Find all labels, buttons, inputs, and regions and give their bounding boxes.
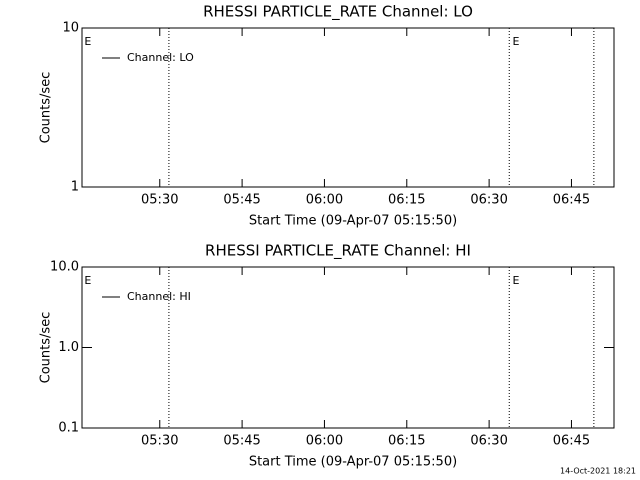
annotation: E (513, 35, 520, 48)
timestamp: 14-Oct-2021 18:21 (560, 467, 636, 476)
annotation: E (513, 274, 520, 287)
y-tick-label: 0.1 (58, 421, 79, 436)
x-tick-label: 06:00 (306, 434, 343, 449)
x-tick-label: 06:45 (553, 193, 590, 208)
y-axis-label: Counts/sec (39, 72, 54, 144)
x-tick-label: 06:15 (388, 434, 425, 449)
annotation: E (84, 274, 91, 287)
x-tick-label: 05:30 (141, 193, 178, 208)
x-tick-label: 06:30 (470, 434, 507, 449)
x-tick-label: 05:30 (141, 434, 178, 449)
x-tick-label: 06:30 (470, 193, 507, 208)
y-axis-label: Counts/sec (39, 312, 54, 384)
x-axis-label: Start Time (09-Apr-07 05:15:50) (249, 214, 457, 229)
y-tick-label: 10.0 (50, 260, 79, 275)
annotation: E (84, 35, 91, 48)
x-tick-label: 05:45 (223, 434, 260, 449)
x-axis-label: Start Time (09-Apr-07 05:15:50) (249, 455, 457, 470)
chart-title: RHESSI PARTICLE_RATE Channel: HI (205, 242, 471, 261)
legend-label: Channel: LO (127, 51, 194, 64)
x-tick-label: 06:15 (388, 193, 425, 208)
plot-frame (81, 27, 615, 188)
chart-title: RHESSI PARTICLE_RATE Channel: LO (203, 3, 473, 22)
y-tick-label: 1 (71, 180, 79, 195)
x-tick-label: 06:45 (553, 434, 590, 449)
x-tick-label: 06:00 (306, 193, 343, 208)
y-tick-label: 1.0 (58, 340, 79, 355)
legend-label: Channel: HI (127, 290, 191, 303)
x-tick-label: 05:45 (223, 193, 260, 208)
y-tick-label: 10 (62, 21, 79, 36)
